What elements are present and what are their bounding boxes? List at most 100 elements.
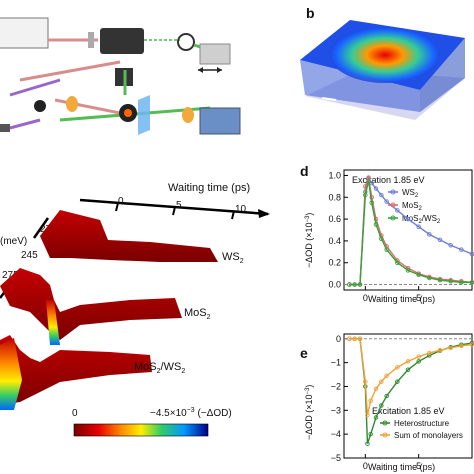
heterostructure-surface: [0, 335, 152, 405]
y-tick-label: 0.6: [328, 214, 341, 224]
data-point: [395, 365, 400, 370]
y-tick-label: −4: [331, 429, 341, 439]
x-tick-label: 0: [363, 293, 368, 303]
legend-entry-ws2: WS2: [402, 188, 419, 199]
data-point: [405, 367, 411, 373]
colorbar-min-label: 0: [72, 408, 78, 419]
surface-peak: [330, 27, 440, 83]
legend-marker: [390, 189, 396, 195]
legend-entry-mos2: MoS2: [402, 201, 422, 212]
chart-e-xlabel: Waiting time (ps): [368, 462, 435, 472]
chart-d-legend-title: Excitation 1.85 eV: [352, 175, 425, 185]
surface-3d-plot: [300, 20, 465, 120]
data-point: [395, 379, 400, 384]
y-tick-label: 0: [336, 334, 341, 344]
x-tick-label: 5: [416, 461, 421, 471]
panel-label-b: b: [306, 5, 315, 21]
lens-icon: [66, 96, 78, 112]
legend-marker: [390, 202, 396, 208]
series-line: [349, 180, 472, 286]
legend-entry-sum-monolayers: Sum of monolayers: [394, 431, 463, 440]
data-point: [365, 441, 370, 446]
data-point: [368, 398, 373, 404]
colorbar: [73, 423, 209, 437]
surface-side: [420, 38, 465, 112]
data-point: [427, 350, 432, 356]
data-point: [384, 247, 389, 252]
chart-e-frame: [343, 333, 473, 459]
waiting-tick-label: 5: [176, 200, 182, 211]
delay-stage-icon: [199, 43, 231, 65]
series-line: [349, 338, 473, 416]
y-tick-label: 0.2: [328, 258, 341, 268]
sample-plate-icon: [138, 95, 150, 135]
chart-d-frame: [343, 169, 473, 291]
energy-axis-line: [32, 217, 50, 239]
y-tick-label: 1.0: [328, 170, 341, 180]
chart-e: Excitation 1.85 eV Heterostructure Sum o…: [304, 333, 474, 472]
y-tick-label: 0.8: [328, 192, 341, 202]
y-tick-label: −2: [331, 381, 341, 391]
data-point: [379, 192, 384, 198]
data-point: [352, 282, 357, 287]
data-point: [437, 237, 443, 243]
legend-entry-mos2-ws2: MoS2/WS2: [402, 214, 441, 225]
y-tick-label: −5: [331, 453, 341, 463]
mos2-dip: [46, 300, 60, 345]
sample-label-ws2: WS2: [222, 251, 244, 265]
ws2-surface: [40, 210, 218, 262]
data-point: [373, 415, 379, 420]
data-point: [379, 379, 384, 384]
spectrometer-icon: [199, 107, 241, 135]
data-point: [416, 272, 421, 277]
data-point: [347, 336, 352, 342]
data-point: [405, 268, 411, 273]
opa-box-icon: [100, 28, 144, 54]
data-point: [352, 336, 357, 342]
data-point: [373, 222, 379, 227]
chart-d-ylabel: −ΔOD (×10−3): [304, 213, 314, 268]
data-point: [373, 386, 379, 392]
data-point: [363, 379, 368, 384]
surface-side: [300, 60, 420, 112]
heterostructure-dip: [0, 338, 22, 410]
data-point: [379, 403, 384, 408]
data-point: [459, 247, 464, 252]
chart-e-legend-title: Excitation 1.85 eV: [372, 406, 445, 416]
data-point: [448, 279, 453, 284]
data-point: [448, 243, 453, 248]
chart-e-ylabel: −ΔOD (×10−3): [304, 385, 314, 440]
waiting-axis-title: Waiting time (ps): [168, 182, 250, 194]
x-tick-label: 5: [416, 293, 421, 303]
laser-box-icon: [0, 17, 49, 49]
data-point: [416, 359, 421, 364]
data-point: [373, 186, 379, 191]
mirror-icon: [88, 32, 94, 48]
lens-icon: [182, 107, 194, 123]
data-point: [405, 359, 411, 364]
data-point: [416, 224, 421, 229]
data-point: [357, 282, 363, 287]
data-point: [357, 336, 363, 342]
data-point: [384, 393, 389, 399]
setup-diagram: [0, 17, 241, 135]
y-tick-label: −1: [331, 358, 341, 368]
x-tick-label: 0: [363, 461, 368, 471]
axis-arrow-icon: [258, 209, 270, 218]
mos2-surface: [0, 268, 182, 340]
data-point: [384, 373, 389, 378]
chart-d-xlabel: Waiting time (ps): [368, 294, 435, 304]
data-point: [459, 343, 464, 349]
data-point: [379, 236, 384, 241]
scale-bar: [321, 97, 337, 101]
beam-path: [9, 78, 61, 97]
y-tick-label: 0.4: [328, 236, 341, 246]
legend-marker: [382, 420, 388, 426]
colorbar-max-label: −4.5×10−3 (−ΔOD): [150, 407, 232, 419]
data-point: [363, 192, 368, 198]
data-point: [405, 216, 411, 222]
beam-path: [9, 118, 41, 130]
legend-marker: [390, 215, 396, 221]
data-point: [448, 345, 453, 351]
